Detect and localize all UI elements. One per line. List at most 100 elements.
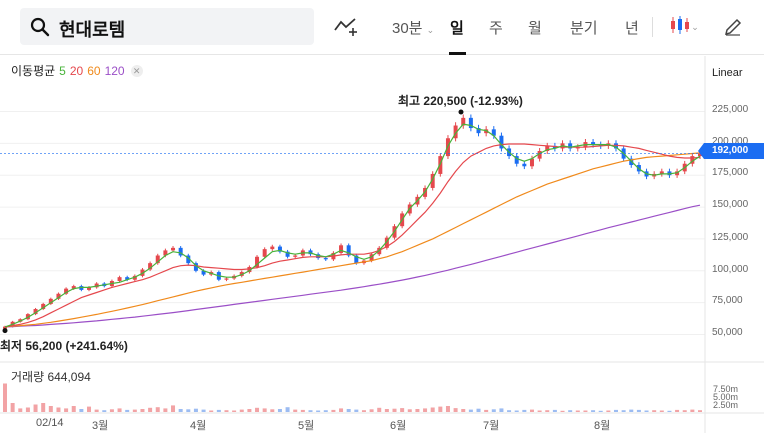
volume-bar (468, 409, 473, 412)
scale-mode-button[interactable]: Linear (712, 67, 743, 79)
candle-body (545, 145, 550, 151)
volume-bar (476, 408, 481, 412)
volume-bar (193, 408, 198, 412)
candle-body (201, 270, 206, 275)
volume-bar (392, 408, 397, 412)
candle-body (41, 303, 46, 310)
candle-body (285, 251, 290, 257)
candle-body (148, 263, 153, 270)
volume-bar (636, 409, 641, 412)
volume-bar (201, 409, 206, 412)
tab-month[interactable]: 월 (528, 20, 542, 37)
y-tick-label: 225,000 (712, 104, 749, 115)
candle-body (64, 288, 69, 294)
chevron-down-icon: ⌄ (426, 25, 435, 35)
candle-body (468, 117, 473, 129)
pencil-icon[interactable] (720, 12, 746, 42)
ma20-line (4, 143, 701, 328)
volume-tick: 2.50m (713, 400, 739, 410)
candle-body (690, 156, 695, 164)
tab-day[interactable]: 일 (450, 20, 464, 37)
volume-bar (407, 409, 412, 412)
volume-bar (117, 408, 122, 412)
legend-ma60: 60 (87, 63, 101, 78)
candle-body (461, 117, 466, 126)
candle-body (339, 245, 344, 253)
volume-bar (690, 409, 695, 412)
candle-body (270, 246, 275, 250)
candle-body (575, 147, 580, 149)
volume-bar (239, 409, 244, 412)
volume-bar (293, 409, 298, 412)
volume-bar (652, 410, 657, 412)
volume-bar (10, 403, 15, 412)
candle-body (591, 142, 596, 145)
legend-ma5: 5 (59, 63, 66, 78)
volume-bar (537, 410, 542, 412)
legend-title: 이동평균 (11, 64, 56, 78)
volume-tick: 7.50m (713, 384, 739, 394)
candle-body (453, 125, 458, 139)
candle-body (193, 263, 198, 271)
volume-bar (209, 410, 214, 412)
stock-search-box[interactable]: 현대로템 (20, 8, 314, 45)
y-tick-label: 125,000 (712, 232, 749, 243)
x-axis-label: 4월 (190, 420, 207, 432)
volume-bar (148, 407, 153, 412)
volume-bar (438, 406, 443, 412)
volume-bar (552, 409, 557, 412)
tab-quarter[interactable]: 분기 (570, 20, 598, 37)
volume-bar (545, 410, 550, 412)
volume-bar (453, 408, 458, 412)
low-annotation: 최저 56,200 (+241.64%) (0, 339, 128, 353)
candle-body (491, 129, 496, 136)
volume-bar (339, 408, 344, 412)
candle-body (438, 156, 443, 174)
volume-bar (323, 410, 328, 412)
ma120-line (4, 204, 701, 328)
volume-bar (369, 409, 374, 412)
volume-bar (377, 407, 382, 412)
volume-bar (232, 410, 237, 412)
candle-body (155, 255, 160, 264)
volume-bar (285, 407, 290, 412)
candle-body (262, 249, 267, 257)
x-axis-label: 5월 (298, 420, 315, 432)
volume-bar (613, 409, 618, 412)
volume-bar (354, 409, 359, 412)
volume-bar (682, 410, 687, 412)
volume-bar (675, 409, 680, 412)
timeframe-30min[interactable]: 30분 ⌄ (392, 17, 434, 38)
candle-type-button[interactable]: ⌄ (664, 12, 704, 42)
volume-title: 거래량 644,094 (11, 370, 91, 384)
volume-bar (514, 410, 519, 412)
volume-bar (109, 409, 114, 412)
y-tick-label: 200,000 (712, 136, 749, 147)
volume-bar (644, 410, 649, 412)
high-marker (458, 109, 464, 115)
tab-week[interactable]: 주 (489, 20, 503, 37)
tab-year[interactable]: 년 (625, 20, 639, 37)
candle-body (476, 128, 481, 134)
close-icon[interactable]: ✕ (130, 64, 143, 77)
legend-ma20: 20 (69, 63, 84, 78)
volume-bar (445, 406, 450, 412)
volume-bar (415, 409, 420, 412)
volume-bar (361, 410, 366, 412)
volume-bar (56, 407, 61, 412)
y-tick-label: 175,000 (712, 167, 749, 178)
volume-bar (659, 410, 664, 412)
candle-body (346, 245, 351, 256)
volume-bar (667, 410, 672, 412)
volume-bar (331, 409, 336, 412)
volume-bar (71, 406, 76, 412)
volume-bar (94, 409, 99, 412)
volume-bar (300, 409, 305, 412)
indicator-add-icon[interactable] (331, 12, 361, 42)
volume-bar (48, 406, 53, 412)
search-icon (30, 17, 50, 42)
candle-body (94, 283, 99, 288)
volume-bar (400, 408, 405, 412)
volume-bar (384, 409, 389, 412)
